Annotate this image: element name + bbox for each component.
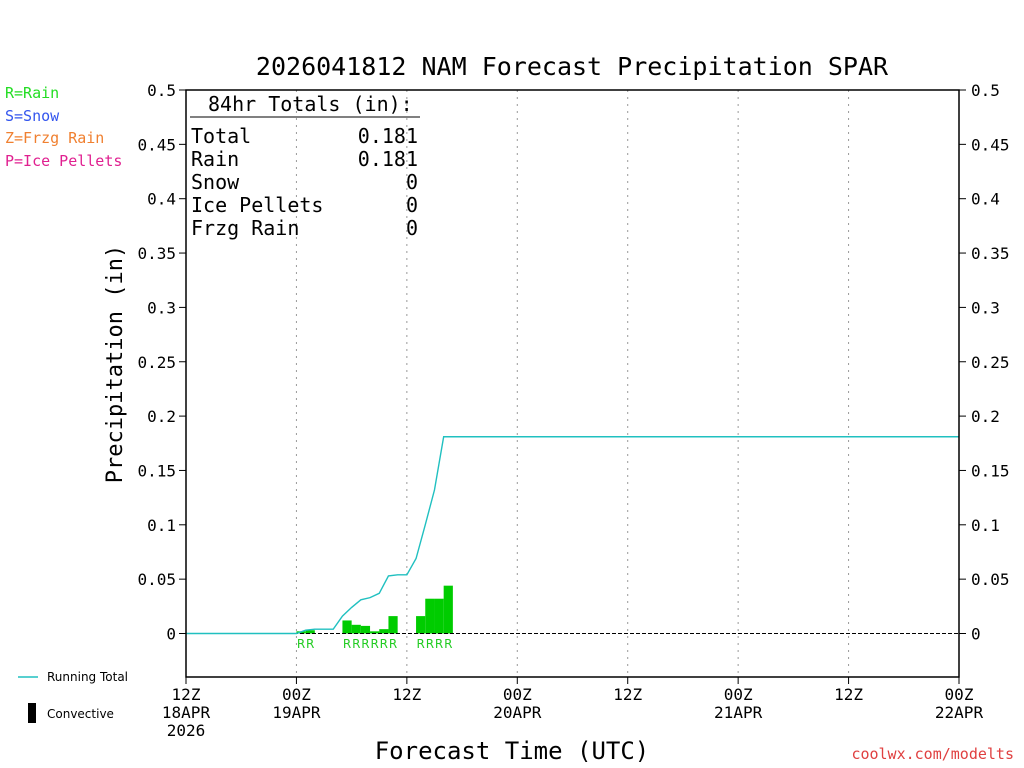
x-tick-label: 12Z (834, 685, 863, 704)
y-axis-right: 0 0.05 0.1 0.15 0.2 0.25 0.3 0.35 0.4 0.45 0.5 (959, 81, 1010, 644)
y-tick-label: 0.2 (147, 407, 176, 426)
y-tick-label-right: 0.15 (971, 461, 1010, 480)
y-tick-label-right: 0.4 (971, 190, 1000, 209)
precip-bar (379, 629, 389, 634)
totals-rows: Total 0.181 Rain 0.181 Snow 0 Ice Pellets 0 Frzg… (191, 124, 418, 240)
precip-bar (342, 620, 352, 634)
x-tick-label: 21APR (714, 703, 763, 722)
x-tick-label: 19APR (272, 703, 321, 722)
totals-value: 0.181 (358, 147, 418, 171)
totals-label: Snow (191, 170, 240, 194)
legend-snow: S=Snow (5, 106, 60, 125)
legend-frzg-rain: Z=Frzg Rain (5, 129, 105, 147)
x-tick-label: 2026 (167, 721, 206, 740)
precip-bar (425, 598, 435, 634)
y-axis-left: 0 0.05 0.1 0.15 0.2 0.25 0.3 0.35 0.4 0.45 0.5 (137, 81, 186, 644)
totals-value: 0 (406, 216, 418, 240)
totals-value: 0.181 (358, 124, 418, 148)
legend-ice-pellets: P=Ice Pellets (5, 151, 123, 170)
legend-rain: R=Rain (5, 84, 60, 102)
y-tick-label-right: 0.25 (971, 353, 1010, 372)
y-tick-label-right: 0.2 (971, 407, 1000, 426)
x-tick-label: 18APR (162, 703, 211, 722)
precip-type-legend: R=Rain S=Snow Z=Frzg Rain P=Ice Pellets (5, 82, 122, 172)
precip-type-label: R (380, 637, 388, 651)
y-tick-label: 0.05 (137, 570, 176, 589)
totals-box: 84hr Totals (in): Total 0.181 Rain 0.181 Sno… (190, 92, 420, 240)
precip-type-label: R (435, 637, 443, 651)
precip-bar (305, 630, 315, 634)
y-tick-label: 0.45 (137, 135, 176, 154)
convective-legend-label: Convective (47, 707, 114, 721)
y-tick-label: 0.35 (137, 244, 176, 263)
totals-label: Rain (191, 147, 239, 171)
precip-bar (416, 616, 426, 634)
running-total-legend-label: Running Total (47, 670, 129, 684)
convective-swatch (28, 703, 36, 723)
x-tick-label: 00Z (945, 685, 974, 704)
chart-title: 2026041812 NAM Forecast Precipitation SP… (256, 52, 889, 81)
y-tick-label-right: 0.05 (971, 570, 1010, 589)
x-axis-label: Forecast Time (UTC) (375, 737, 650, 765)
precip-bar (443, 585, 453, 634)
x-tick-label: 20APR (493, 703, 542, 722)
precip-type-label: R (370, 637, 378, 651)
x-tick-label: 00Z (503, 685, 532, 704)
precip-type-label: R (426, 637, 434, 651)
totals-label: Frzg Rain (191, 216, 299, 240)
x-tick-label: 00Z (724, 685, 753, 704)
y-tick-label: 0.1 (147, 516, 176, 535)
y-axis-label: Precipitation (in) (103, 245, 128, 483)
running-total-line (186, 436, 959, 635)
grid-lines (295, 90, 850, 677)
y-tick-label: 0.25 (137, 353, 176, 372)
x-tick-label: 12Z (392, 685, 421, 704)
precip-bar (351, 624, 361, 634)
y-tick-label: 0.5 (147, 81, 176, 100)
y-tick-label-right: 0.45 (971, 135, 1010, 154)
totals-value: 0 (406, 170, 418, 194)
precip-type-label: R (389, 637, 397, 651)
precip-bars (296, 585, 453, 634)
precip-type-label: R (306, 637, 314, 651)
precip-type-label: R (444, 637, 452, 651)
totals-value: 0 (406, 193, 418, 217)
y-tick-label: 0.3 (147, 298, 176, 317)
precip-type-label: R (361, 637, 369, 651)
totals-label: Ice Pellets (191, 193, 323, 217)
y-tick-label-right: 0.3 (971, 298, 1000, 317)
y-tick-label: 0.4 (147, 190, 176, 209)
precip-bar (434, 598, 444, 634)
y-tick-label-right: 0 (971, 625, 981, 644)
precip-type-label: R (297, 637, 305, 651)
x-tick-label: 12Z (172, 685, 201, 704)
y-tick-label-right: 0.5 (971, 81, 1000, 100)
precip-type-label: R (352, 637, 360, 651)
x-tick-label: 22APR (935, 703, 984, 722)
y-tick-label-right: 0.35 (971, 244, 1010, 263)
precip-bar (388, 616, 398, 634)
y-tick-label-right: 0.1 (971, 516, 1000, 535)
x-tick-label: 00Z (282, 685, 311, 704)
footer-legend-marks (18, 676, 38, 723)
y-tick-label: 0.15 (137, 461, 176, 480)
precip-bar (360, 625, 371, 634)
x-tick-label: 12Z (613, 685, 642, 704)
plot-frame (185, 89, 960, 678)
credit-text: coolwx.com/modelts (851, 745, 1014, 763)
precip-type-label: R (416, 637, 424, 651)
precip-bar (370, 631, 380, 634)
totals-header: 84hr Totals (in): (208, 92, 413, 116)
totals-label: Total (191, 124, 251, 148)
precip-type-label: R (343, 637, 351, 651)
y-tick-label: 0 (166, 625, 176, 644)
